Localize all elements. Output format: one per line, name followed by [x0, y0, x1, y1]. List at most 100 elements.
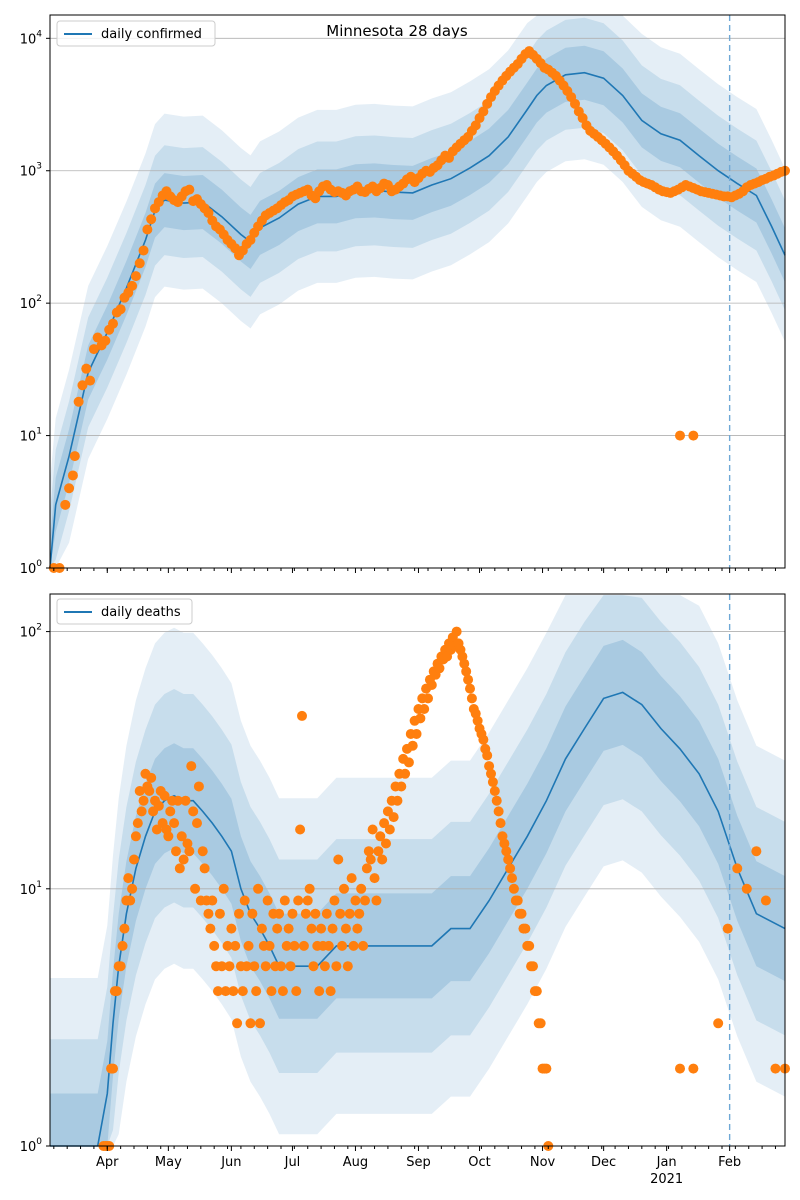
x-tick-label: Jun	[220, 1155, 241, 1170]
data-point	[434, 663, 445, 674]
data-point	[249, 961, 260, 972]
data-point	[192, 818, 202, 829]
legend: daily confirmed	[56, 20, 216, 47]
y-tick-label: 103	[20, 162, 42, 180]
data-point	[67, 470, 78, 481]
data-point	[203, 207, 214, 218]
legend-box	[56, 598, 193, 625]
data-point	[285, 961, 296, 972]
data-point	[379, 818, 390, 829]
data-point	[88, 344, 99, 355]
legend-label: daily deaths	[101, 605, 181, 620]
data-point	[130, 271, 141, 282]
deaths-panel: 100 101 102 Apr May Jun Jul Aug Sep Oct Nov Dec Jan…	[20, 593, 790, 1187]
data-point	[184, 184, 195, 195]
x-tick-label: Nov	[530, 1155, 556, 1170]
data-point	[115, 961, 126, 972]
data-point	[463, 674, 474, 685]
data-point	[146, 214, 157, 225]
data-point	[459, 658, 470, 669]
data-point	[503, 854, 514, 865]
data-point	[741, 883, 752, 894]
data-point	[369, 873, 380, 884]
data-point	[325, 986, 336, 997]
data-point	[505, 863, 516, 874]
data-point	[171, 846, 181, 857]
data-point	[293, 895, 304, 906]
data-point	[232, 1018, 243, 1029]
data-point	[216, 961, 227, 972]
data-point	[396, 781, 407, 792]
y-tick-label: 100	[20, 559, 43, 577]
data-point	[520, 923, 531, 934]
data-point	[134, 785, 145, 796]
data-point	[306, 923, 317, 934]
data-point	[470, 120, 481, 131]
data-point	[138, 245, 149, 256]
data-point	[142, 224, 153, 235]
data-point	[243, 940, 254, 951]
data-point	[276, 961, 286, 972]
data-point	[172, 795, 183, 806]
data-point	[136, 806, 147, 817]
data-point	[356, 883, 367, 894]
data-point	[495, 818, 506, 829]
data-point	[214, 908, 225, 919]
data-point	[411, 728, 422, 739]
data-point	[176, 831, 187, 842]
data-point	[69, 451, 80, 462]
data-point	[298, 940, 309, 951]
data-point	[146, 772, 157, 783]
data-point	[119, 923, 130, 934]
data-point	[228, 986, 239, 997]
data-point	[117, 940, 128, 951]
legend-box	[56, 20, 216, 47]
data-point	[60, 499, 71, 510]
data-point	[344, 908, 355, 919]
data-point	[295, 824, 306, 835]
data-point	[245, 1018, 256, 1029]
data-point	[81, 363, 92, 374]
data-point	[516, 908, 527, 919]
data-point	[423, 693, 433, 704]
data-point	[354, 908, 365, 919]
x-tick-label: Feb	[718, 1155, 741, 1170]
data-point	[125, 895, 136, 906]
data-point	[419, 704, 430, 715]
data-point	[360, 895, 370, 906]
data-point	[163, 831, 174, 842]
data-point	[367, 824, 378, 835]
data-point	[64, 483, 75, 494]
y-tick-label: 101	[20, 427, 42, 445]
uncertainty-band-2	[50, 17, 785, 568]
data-point	[279, 895, 290, 906]
data-point	[392, 795, 403, 806]
data-point	[130, 831, 141, 842]
data-point	[316, 923, 327, 934]
data-point	[253, 883, 264, 894]
data-point	[751, 846, 762, 857]
data-point	[688, 430, 699, 441]
data-point	[675, 430, 685, 441]
data-point	[321, 908, 332, 919]
data-point	[426, 679, 437, 690]
data-point	[524, 940, 535, 951]
data-point	[77, 380, 88, 391]
data-point	[487, 777, 498, 788]
data-point	[415, 713, 426, 724]
data-point	[209, 940, 220, 951]
data-point	[291, 986, 302, 997]
data-point	[489, 785, 500, 796]
axes-frame	[49, 593, 786, 1147]
data-point	[297, 710, 307, 721]
data-point	[340, 923, 351, 934]
data-point	[247, 908, 258, 919]
data-point	[407, 740, 418, 751]
data-point	[226, 923, 237, 934]
data-point	[381, 838, 391, 849]
data-point	[289, 940, 300, 951]
data-point	[346, 873, 357, 884]
data-point	[400, 768, 411, 779]
data-point	[333, 854, 344, 865]
uncertainty-band-1	[50, 595, 785, 1146]
